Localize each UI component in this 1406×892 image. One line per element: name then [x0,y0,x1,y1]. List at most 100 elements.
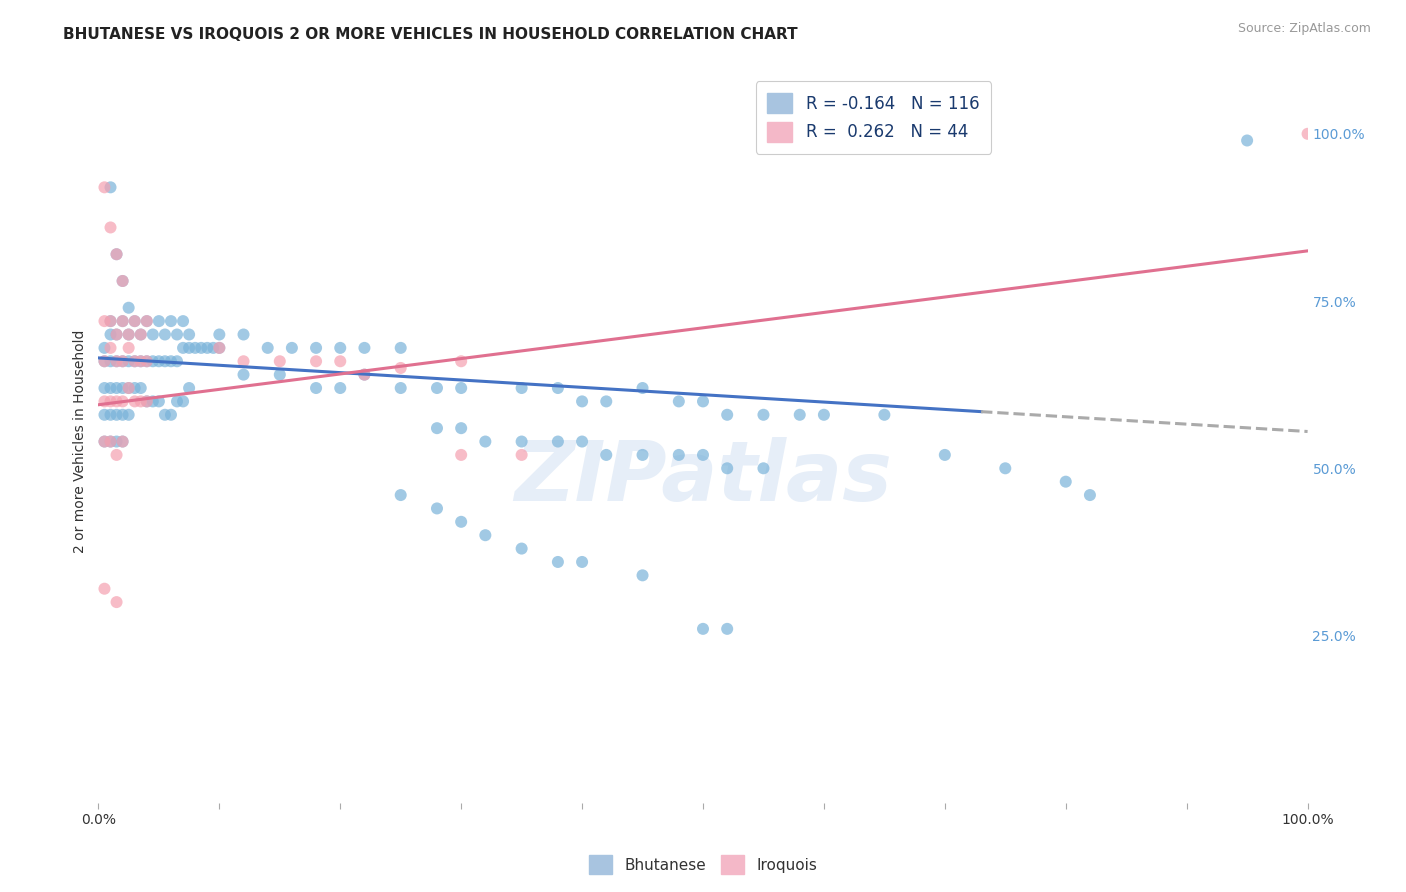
Point [1078,488,1101,502]
Point [450,421,472,435]
Point [716,461,738,475]
Point [111,354,134,368]
Point [153,408,176,422]
Point [105,354,128,368]
Point [202,341,225,355]
Point [100,394,122,409]
Point [124,381,146,395]
Point [124,314,146,328]
Point [353,368,375,382]
Point [450,515,472,529]
Point [160,408,183,422]
Point [105,394,128,409]
Point [305,381,328,395]
Point [166,394,188,409]
Point [111,408,134,422]
Point [111,354,134,368]
Point [474,528,496,542]
Point [232,327,254,342]
Point [93,381,115,395]
Point [129,327,152,342]
Point [195,341,218,355]
Point [353,368,375,382]
Point [208,341,231,355]
Point [269,368,291,382]
Point [281,341,304,355]
Point [129,354,152,368]
Legend: Bhutanese, Iroquois: Bhutanese, Iroquois [583,849,823,880]
Point [179,327,201,342]
Point [547,434,569,449]
Point [111,381,134,395]
Point [105,408,128,422]
Point [135,314,157,328]
Point [105,354,128,368]
Point [111,314,134,328]
Point [450,354,472,368]
Text: ZIPatlas: ZIPatlas [515,437,891,518]
Point [474,434,496,449]
Point [105,327,128,342]
Point [208,327,231,342]
Point [329,354,352,368]
Point [172,314,194,328]
Point [179,381,201,395]
Point [450,381,472,395]
Point [118,341,141,355]
Point [631,448,654,462]
Point [571,434,593,449]
Point [571,555,593,569]
Point [813,408,835,422]
Legend: R = -0.164   N = 116, R =  0.262   N = 44: R = -0.164 N = 116, R = 0.262 N = 44 [755,81,991,153]
Point [426,421,449,435]
Point [148,354,170,368]
Point [668,394,690,409]
Point [100,327,122,342]
Point [105,434,128,449]
Point [129,327,152,342]
Text: Source: ZipAtlas.com: Source: ZipAtlas.com [1237,22,1371,36]
Point [450,448,472,462]
Point [172,394,194,409]
Point [595,394,617,409]
Point [93,394,115,409]
Point [631,568,654,582]
Point [1054,475,1077,489]
Point [692,394,714,409]
Point [135,314,157,328]
Point [118,327,141,342]
Point [129,381,152,395]
Point [118,408,141,422]
Point [631,381,654,395]
Point [135,394,157,409]
Point [426,501,449,516]
Point [105,595,128,609]
Point [93,434,115,449]
Point [111,314,134,328]
Point [124,314,146,328]
Point [118,354,141,368]
Point [100,381,122,395]
Point [124,394,146,409]
Point [105,247,128,261]
Point [172,341,194,355]
Point [256,341,278,355]
Point [166,327,188,342]
Point [129,394,152,409]
Point [994,461,1017,475]
Point [148,314,170,328]
Point [93,582,115,596]
Point [510,434,533,449]
Point [716,622,738,636]
Point [100,314,122,328]
Point [595,448,617,462]
Point [93,434,115,449]
Point [142,354,165,368]
Point [692,622,714,636]
Point [111,394,134,409]
Point [129,354,152,368]
Point [148,394,170,409]
Point [135,354,157,368]
Point [389,381,412,395]
Point [93,354,115,368]
